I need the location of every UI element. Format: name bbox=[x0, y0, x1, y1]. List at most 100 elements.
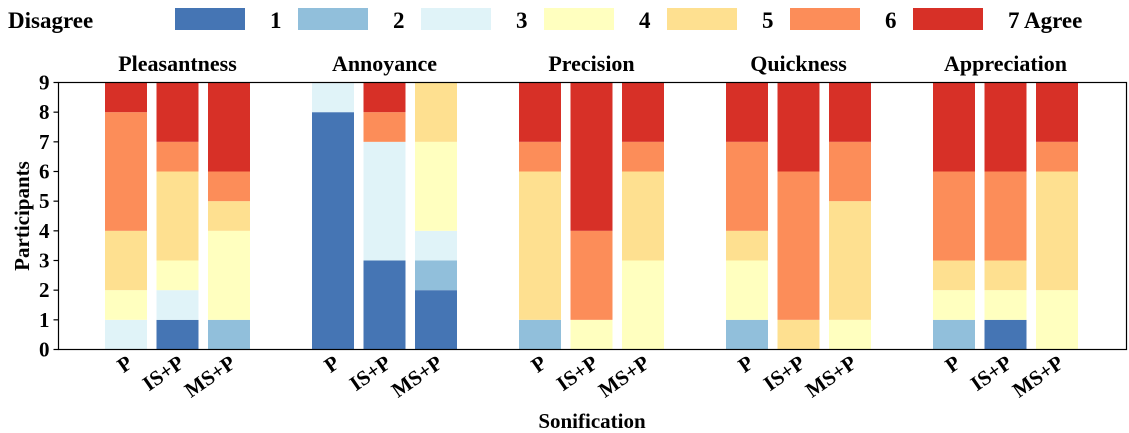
legend-swatch-7 bbox=[913, 8, 983, 30]
bar-segment-appreciation-is-plus-p-level-7 bbox=[984, 82, 1027, 172]
x-tick-label-pleasantness-p: P bbox=[113, 350, 137, 377]
panel-title-quickness: Quickness bbox=[750, 51, 847, 76]
x-tick-label-precision-ms-plus-p: MS+P bbox=[594, 350, 654, 402]
bar-segment-quickness-p-level-5 bbox=[726, 230, 768, 261]
panel-title-appreciation: Appreciation bbox=[944, 51, 1067, 76]
bar-segment-quickness-ms-plus-p-level-4 bbox=[829, 319, 871, 350]
x-tick-label-quickness-is-plus-p: IS+P bbox=[759, 350, 809, 395]
panel-title-precision: Precision bbox=[548, 51, 634, 76]
x-tick-label-appreciation-p: P bbox=[941, 350, 965, 377]
bar-segment-quickness-is-plus-p-level-6 bbox=[777, 171, 820, 320]
y-tick-label-5: 5 bbox=[39, 189, 50, 213]
bar-segment-quickness-ms-plus-p-level-7 bbox=[829, 82, 871, 142]
legend-title: Disagree bbox=[8, 8, 93, 33]
bar-segment-appreciation-is-plus-p-level-1 bbox=[984, 319, 1027, 350]
y-tick-label-6: 6 bbox=[39, 160, 50, 184]
x-tick-label-appreciation-ms-plus-p: MS+P bbox=[1008, 350, 1068, 402]
bar-segment-pleasantness-is-plus-p-level-5 bbox=[156, 171, 199, 261]
bar-segment-appreciation-is-plus-p-level-4 bbox=[984, 290, 1027, 320]
bar-segment-pleasantness-p-level-7 bbox=[105, 82, 147, 113]
bar-segment-quickness-is-plus-p-level-7 bbox=[777, 82, 820, 172]
legend-swatch-6 bbox=[790, 8, 860, 30]
bar-segment-precision-is-plus-p-level-6 bbox=[570, 230, 613, 320]
bar-segment-appreciation-is-plus-p-level-5 bbox=[984, 260, 1027, 291]
legend-swatch-1 bbox=[175, 8, 245, 30]
bar-segment-quickness-p-level-2 bbox=[726, 319, 768, 350]
x-tick-label-precision-p: P bbox=[527, 350, 551, 377]
bar-segment-precision-p-level-7 bbox=[519, 82, 561, 142]
bar-segment-appreciation-p-level-5 bbox=[933, 260, 975, 291]
legend: Disagree 1 2 3 4 5 6 7 Agree bbox=[8, 8, 1082, 33]
y-tick-label-2: 2 bbox=[39, 278, 50, 302]
bar-segment-quickness-ms-plus-p-level-5 bbox=[829, 201, 871, 320]
y-tick-label-7: 7 bbox=[39, 130, 50, 154]
x-tick-label-quickness-p: P bbox=[734, 350, 758, 377]
x-tick-label-appreciation-is-plus-p: IS+P bbox=[966, 350, 1016, 395]
bar-segment-pleasantness-p-level-3 bbox=[105, 319, 147, 350]
panel-title-annoyance: Annoyance bbox=[332, 51, 437, 76]
panel-titles: Pleasantness Annoyance Precision Quickness A… bbox=[118, 51, 1067, 76]
bar-segment-appreciation-p-level-7 bbox=[933, 82, 975, 172]
y-tick-label-3: 3 bbox=[39, 249, 50, 273]
bar-segment-annoyance-ms-plus-p-level-5 bbox=[415, 82, 457, 142]
bar-segment-appreciation-ms-plus-p-level-6 bbox=[1036, 141, 1078, 172]
bar-segment-pleasantness-ms-plus-p-level-7 bbox=[208, 82, 250, 172]
bar-segment-annoyance-is-plus-p-level-1 bbox=[363, 260, 406, 350]
legend-swatch-5 bbox=[667, 8, 737, 30]
bar-segment-precision-p-level-2 bbox=[519, 319, 561, 350]
bar-segment-annoyance-p-level-3 bbox=[312, 82, 354, 113]
bars-layer bbox=[105, 82, 1078, 350]
y-tick-label-8: 8 bbox=[39, 100, 50, 124]
x-axis: P IS+PMS+P P IS+PMS+P P IS+PMS+P P IS+PMS+P P IS+… bbox=[113, 350, 1068, 402]
bar-segment-pleasantness-p-level-4 bbox=[105, 290, 147, 320]
bar-segment-pleasantness-ms-plus-p-level-5 bbox=[208, 201, 250, 231]
bar-segment-precision-ms-plus-p-level-7 bbox=[622, 82, 664, 142]
bar-segment-pleasantness-ms-plus-p-level-6 bbox=[208, 171, 250, 202]
bar-segment-quickness-p-level-6 bbox=[726, 141, 768, 231]
bar-segment-pleasantness-is-plus-p-level-3 bbox=[156, 290, 199, 320]
x-tick-label-annoyance-p: P bbox=[320, 350, 344, 377]
bar-segment-precision-is-plus-p-level-4 bbox=[570, 319, 613, 350]
legend-swatch-2 bbox=[298, 8, 368, 30]
bar-segment-annoyance-ms-plus-p-level-3 bbox=[415, 230, 457, 261]
bar-segment-pleasantness-ms-plus-p-level-2 bbox=[208, 319, 250, 350]
bar-segment-pleasantness-p-level-6 bbox=[105, 112, 147, 231]
bar-segment-precision-ms-plus-p-level-5 bbox=[622, 171, 664, 261]
bar-segment-annoyance-ms-plus-p-level-1 bbox=[415, 290, 457, 350]
y-tick-label-9: 9 bbox=[39, 71, 50, 95]
legend-label-6: 6 bbox=[885, 8, 897, 33]
bar-segment-appreciation-ms-plus-p-level-5 bbox=[1036, 171, 1078, 291]
x-tick-label-pleasantness-ms-plus-p: MS+P bbox=[180, 350, 240, 402]
y-axis: 0 1 2 3 4 5 6 7 8 9 bbox=[39, 71, 59, 362]
bar-segment-appreciation-p-level-2 bbox=[933, 319, 975, 350]
bar-segment-precision-p-level-5 bbox=[519, 171, 561, 320]
bar-segment-precision-ms-plus-p-level-6 bbox=[622, 141, 664, 172]
bar-segment-pleasantness-is-plus-p-level-4 bbox=[156, 260, 199, 291]
bar-segment-annoyance-is-plus-p-level-3 bbox=[363, 141, 406, 261]
bar-segment-quickness-p-level-7 bbox=[726, 82, 768, 142]
bar-segment-quickness-p-level-4 bbox=[726, 260, 768, 320]
bar-segment-pleasantness-is-plus-p-level-1 bbox=[156, 319, 199, 350]
bar-segment-pleasantness-is-plus-p-level-7 bbox=[156, 82, 199, 142]
bar-segment-precision-ms-plus-p-level-4 bbox=[622, 260, 664, 350]
legend-label-7: 7 Agree bbox=[1008, 8, 1082, 33]
bar-segment-annoyance-p-level-1 bbox=[312, 112, 354, 350]
y-axis-label: Participants bbox=[10, 161, 34, 271]
legend-label-2: 2 bbox=[393, 8, 405, 33]
x-tick-label-precision-is-plus-p: IS+P bbox=[552, 350, 602, 395]
legend-label-1: 1 bbox=[270, 8, 282, 33]
bar-segment-annoyance-is-plus-p-level-6 bbox=[363, 112, 406, 142]
y-tick-label-0: 0 bbox=[39, 338, 50, 362]
y-tick-label-1: 1 bbox=[39, 308, 50, 332]
bar-segment-precision-p-level-6 bbox=[519, 141, 561, 172]
bar-segment-annoyance-is-plus-p-level-7 bbox=[363, 82, 406, 113]
bar-segment-quickness-ms-plus-p-level-6 bbox=[829, 141, 871, 202]
bar-segment-pleasantness-ms-plus-p-level-4 bbox=[208, 230, 250, 320]
legend-label-4: 4 bbox=[639, 8, 651, 33]
x-tick-label-annoyance-ms-plus-p: MS+P bbox=[387, 350, 447, 402]
bar-segment-quickness-is-plus-p-level-5 bbox=[777, 319, 820, 350]
bar-segment-annoyance-ms-plus-p-level-2 bbox=[415, 260, 457, 291]
bar-segment-precision-is-plus-p-level-7 bbox=[570, 82, 613, 231]
legend-label-5: 5 bbox=[762, 8, 774, 33]
